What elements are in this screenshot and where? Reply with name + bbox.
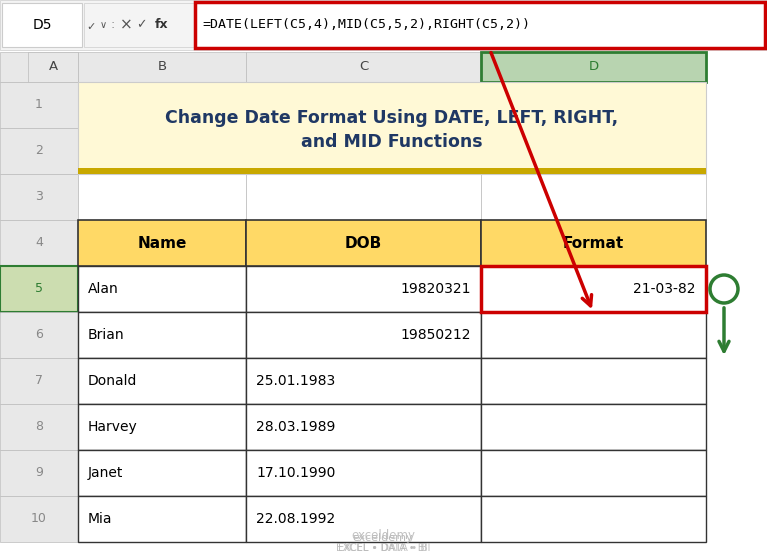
Bar bbox=[78, 312, 246, 358]
Text: 17.10.1990: 17.10.1990 bbox=[256, 466, 335, 480]
Text: D: D bbox=[588, 60, 598, 74]
Text: 10: 10 bbox=[31, 512, 47, 526]
Bar bbox=[0, 496, 78, 542]
Bar bbox=[78, 496, 246, 542]
Text: 7: 7 bbox=[35, 374, 43, 387]
Bar bbox=[78, 168, 706, 174]
Bar bbox=[0, 82, 78, 128]
Text: 22.08.1992: 22.08.1992 bbox=[256, 512, 335, 526]
Text: 19850212: 19850212 bbox=[400, 328, 471, 342]
Text: 28.03.1989: 28.03.1989 bbox=[256, 420, 335, 434]
Polygon shape bbox=[64, 54, 76, 82]
Bar bbox=[246, 450, 481, 496]
Text: Mia: Mia bbox=[88, 512, 113, 526]
Text: ✓: ✓ bbox=[86, 22, 95, 32]
Text: and MID Functions: and MID Functions bbox=[301, 133, 482, 151]
Text: exceldemy: exceldemy bbox=[353, 533, 413, 543]
Bar bbox=[0, 128, 78, 174]
Text: 2: 2 bbox=[35, 145, 43, 157]
Bar bbox=[2, 3, 82, 47]
Text: DOB: DOB bbox=[345, 235, 382, 251]
Bar bbox=[78, 404, 246, 450]
Bar bbox=[481, 52, 706, 82]
Bar bbox=[0, 450, 78, 496]
Bar bbox=[246, 496, 481, 542]
Text: Donald: Donald bbox=[88, 374, 137, 388]
Text: 19820321: 19820321 bbox=[400, 282, 471, 296]
Bar bbox=[481, 266, 706, 312]
Text: 25.01.1983: 25.01.1983 bbox=[256, 374, 335, 388]
Bar bbox=[78, 358, 246, 404]
Bar bbox=[0, 220, 78, 266]
Text: 9: 9 bbox=[35, 466, 43, 479]
Bar bbox=[481, 404, 706, 450]
Text: :: : bbox=[110, 18, 114, 31]
Bar bbox=[481, 174, 706, 220]
Text: 21-03-82: 21-03-82 bbox=[634, 282, 696, 296]
Text: 1: 1 bbox=[35, 99, 43, 112]
Bar bbox=[246, 312, 481, 358]
Text: ✓: ✓ bbox=[136, 18, 146, 31]
Bar bbox=[0, 174, 78, 220]
Bar bbox=[28, 52, 78, 82]
Bar bbox=[0, 312, 78, 358]
Text: B: B bbox=[157, 60, 166, 74]
Bar bbox=[78, 266, 246, 312]
Bar bbox=[481, 450, 706, 496]
Bar bbox=[0, 52, 78, 82]
Text: 8: 8 bbox=[35, 421, 43, 434]
Bar bbox=[481, 358, 706, 404]
Bar bbox=[84, 3, 194, 47]
Bar bbox=[0, 358, 78, 404]
Text: D5: D5 bbox=[32, 18, 51, 32]
Bar bbox=[481, 220, 706, 266]
Text: exceldemy: exceldemy bbox=[351, 528, 415, 541]
Text: Format: Format bbox=[563, 235, 624, 251]
Text: Brian: Brian bbox=[88, 328, 124, 342]
Bar bbox=[246, 358, 481, 404]
Text: 6: 6 bbox=[35, 329, 43, 341]
Text: fx: fx bbox=[155, 18, 169, 31]
Text: Harvey: Harvey bbox=[88, 420, 138, 434]
Bar bbox=[0, 0, 767, 50]
Text: Janet: Janet bbox=[88, 466, 123, 480]
Text: Alan: Alan bbox=[88, 282, 119, 296]
Text: ∨: ∨ bbox=[100, 20, 107, 30]
Bar bbox=[78, 450, 246, 496]
Bar bbox=[481, 496, 706, 542]
Text: 4: 4 bbox=[35, 237, 43, 249]
Text: EXCEL • DATA • BI: EXCEL • DATA • BI bbox=[336, 543, 430, 553]
Text: 5: 5 bbox=[35, 282, 43, 296]
Bar bbox=[246, 52, 481, 82]
Text: EXCEL • DATA • BI: EXCEL • DATA • BI bbox=[338, 543, 428, 553]
Text: C: C bbox=[359, 60, 368, 74]
Bar bbox=[246, 174, 481, 220]
Bar bbox=[246, 404, 481, 450]
Text: Name: Name bbox=[137, 235, 186, 251]
Bar bbox=[78, 174, 246, 220]
Bar bbox=[195, 2, 765, 48]
Bar bbox=[0, 404, 78, 450]
Bar bbox=[78, 220, 246, 266]
Bar bbox=[78, 52, 246, 82]
Bar bbox=[481, 312, 706, 358]
Bar bbox=[246, 266, 481, 312]
Bar bbox=[0, 266, 78, 312]
Text: =DATE(LEFT(C5,4),MID(C5,5,2),RIGHT(C5,2)): =DATE(LEFT(C5,4),MID(C5,5,2),RIGHT(C5,2)… bbox=[202, 18, 530, 31]
Text: 3: 3 bbox=[35, 190, 43, 204]
Bar bbox=[246, 220, 481, 266]
Bar bbox=[78, 82, 706, 174]
Text: ×: × bbox=[120, 17, 133, 32]
Text: Change Date Format Using DATE, LEFT, RIGHT,: Change Date Format Using DATE, LEFT, RIG… bbox=[166, 109, 618, 127]
Text: A: A bbox=[48, 60, 58, 74]
